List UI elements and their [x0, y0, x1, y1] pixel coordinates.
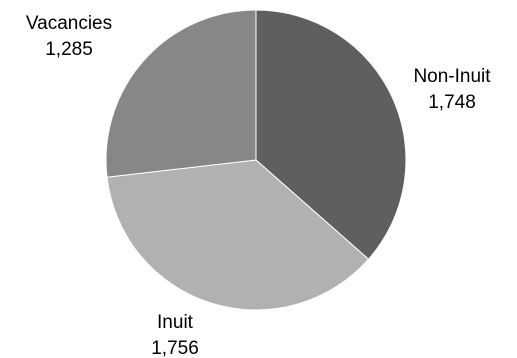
- slice-label-non-inuit-name: Non-Inuit: [413, 66, 491, 87]
- slice-label-vacancies-name: Vacancies: [26, 13, 112, 34]
- pie-slice-inuit: [106, 159, 370, 311]
- slice-label-inuit-name: Inuit: [157, 312, 194, 333]
- pie-slice-non-inuit: [255, 9, 407, 260]
- slice-label-inuit-value: 1,756: [151, 338, 199, 358]
- slice-label-non-inuit-value: 1,748: [428, 92, 476, 113]
- pie-slice-vacancies: [105, 9, 257, 178]
- slice-label-vacancies-value: 1,285: [45, 39, 93, 60]
- pie-slices: [105, 9, 407, 311]
